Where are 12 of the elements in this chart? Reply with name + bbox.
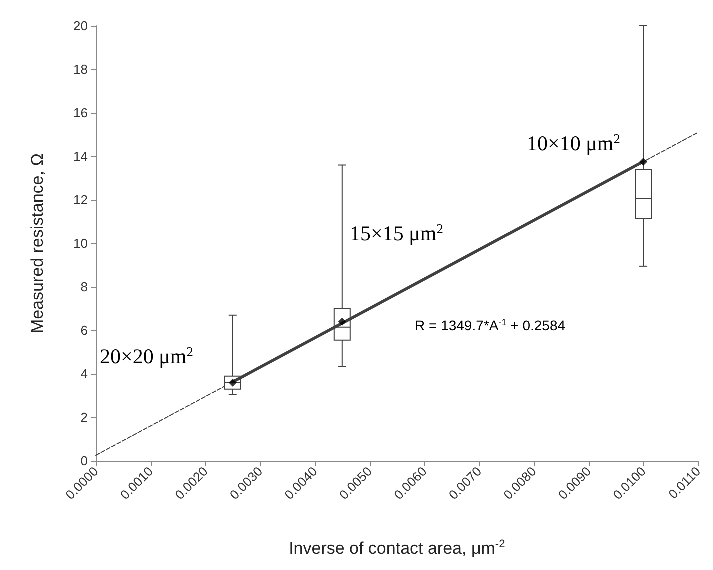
y-axis-title: Measured resistance, Ω (28, 154, 47, 334)
y-tick-label: 10 (74, 236, 88, 252)
y-tick-label: 16 (74, 106, 88, 121)
y-tick-label: 0 (80, 454, 88, 469)
y-tick-label: 20 (74, 18, 88, 34)
y-tick-label: 14 (74, 149, 88, 164)
y-tick-label: 4 (80, 366, 88, 382)
y-tick-label: 2 (80, 410, 88, 426)
y-tick-label: 18 (74, 62, 88, 78)
y-tick-label: 8 (80, 280, 88, 295)
y-tick-label: 6 (80, 323, 88, 338)
y-tick-label: 12 (74, 192, 88, 208)
